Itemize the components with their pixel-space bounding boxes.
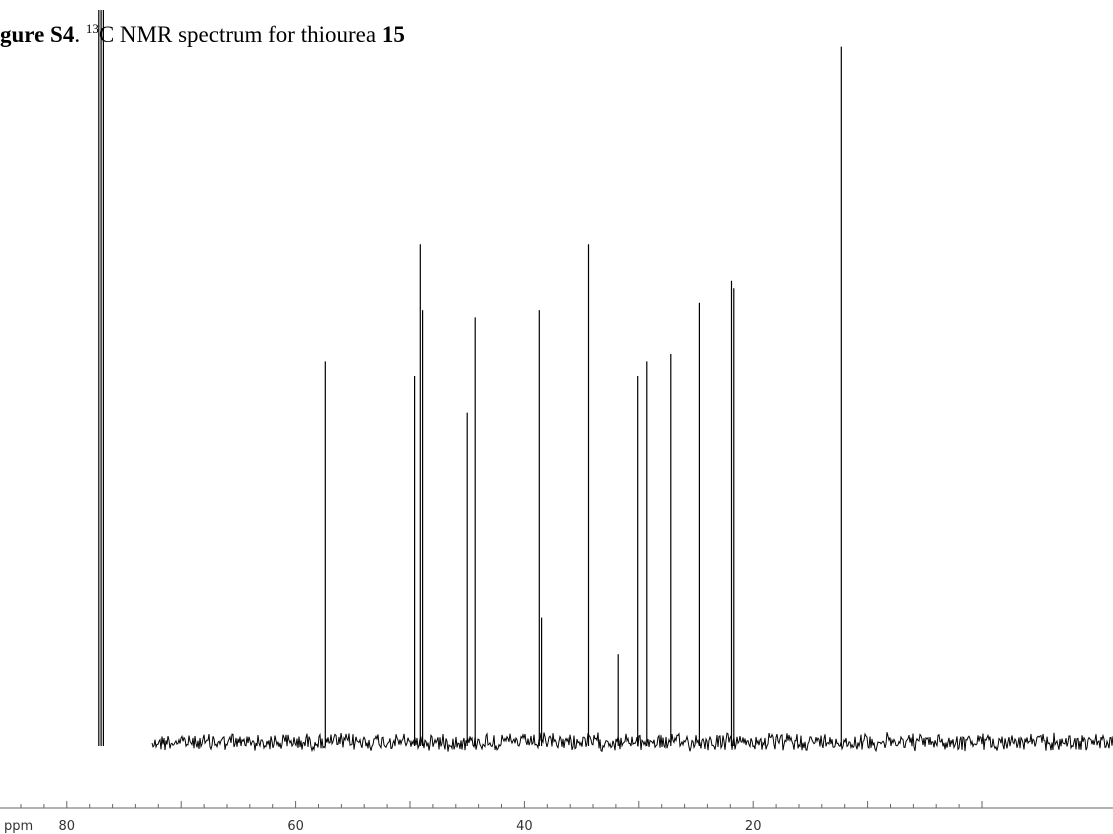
compound-number: 15 — [381, 22, 405, 47]
figure-caption: gure S4. 13C NMR spectrum for thiourea 1… — [0, 22, 405, 48]
tick-label: 20 — [745, 819, 762, 834]
figure-label: gure S4 — [0, 22, 75, 47]
axis-unit-label: ppm — [4, 819, 33, 834]
baseline-noise-trace — [151, 732, 1113, 753]
axis-ticks: 16014012010080604020 — [20, 801, 983, 834]
ppm-axis: 16014012010080604020 ppm — [0, 801, 1113, 834]
baseline-noise — [151, 732, 1113, 753]
caption-text: C NMR spectrum for thiourea — [98, 22, 382, 47]
tick-label: 40 — [516, 819, 533, 834]
tick-label: 80 — [59, 819, 76, 834]
peaks-group — [98, 10, 842, 746]
tick-label: 60 — [287, 819, 304, 834]
isotope-superscript: 13 — [85, 21, 99, 36]
caption-separator: . — [74, 22, 86, 47]
